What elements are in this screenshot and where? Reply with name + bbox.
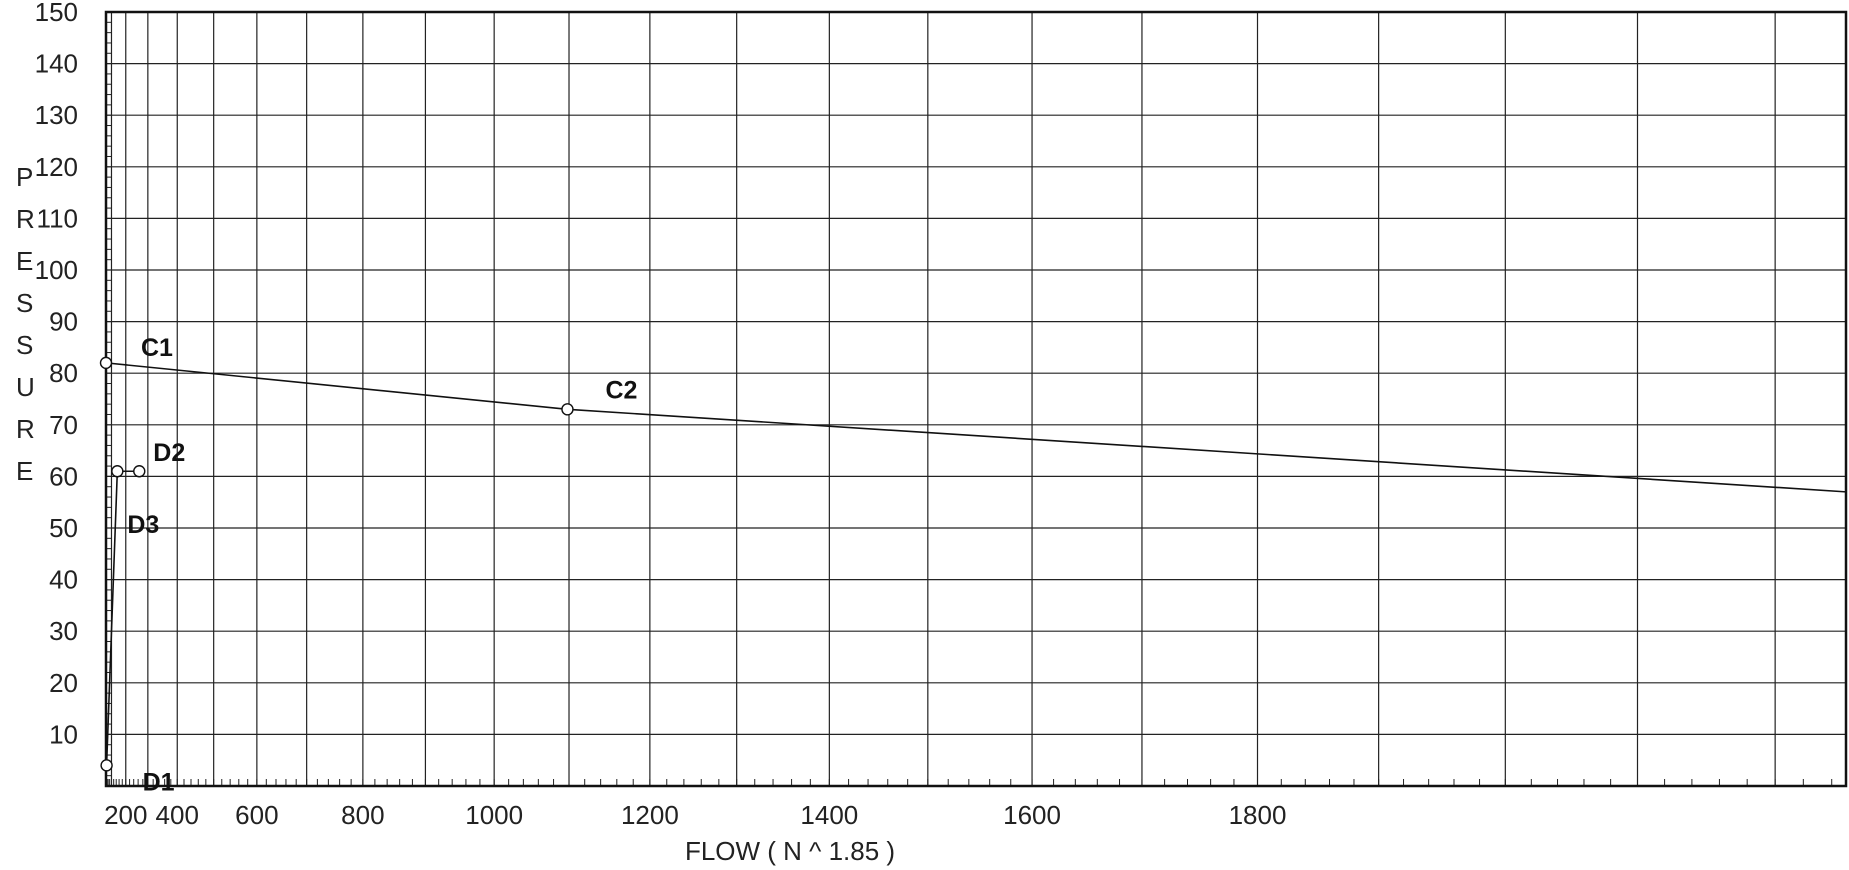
series-line (105, 362, 1847, 493)
minor-ticks (105, 21, 1833, 786)
point-label-c1: C1 (141, 334, 173, 362)
y-tick-label: 150 (35, 0, 78, 27)
point-label-d2: D2 (153, 439, 185, 467)
point-label-d3: D3 (127, 511, 159, 539)
x-tick-label: 600 (235, 800, 278, 830)
y-tick-label: 90 (49, 307, 78, 337)
x-tick-label: 1400 (800, 800, 858, 830)
y-axis-label-letter: S (16, 330, 33, 360)
data-point-c1 (99, 356, 113, 370)
y-tick-label: 40 (49, 565, 78, 595)
x-tick-label: 200 (104, 800, 147, 830)
x-tick-label: 1200 (621, 800, 679, 830)
y-tick-label: 30 (49, 616, 78, 646)
y-tick-label: 140 (35, 49, 78, 79)
y-tick-label: 50 (49, 513, 78, 543)
y-axis-label-letter: E (16, 456, 33, 486)
y-tick-labels: 10 20 30 40 50 60 70 80 90 100 110 120 130 140 150 (35, 0, 78, 749)
plot-frame (104, 10, 1848, 788)
point-label-d1: D1 (143, 768, 175, 796)
point-labels: C1 C2 D1 D3 D2 (127, 334, 637, 796)
data-point-c2 (561, 403, 574, 416)
y-tick-label: 130 (35, 100, 78, 130)
x-axis-label: FLOW ( N ^ 1.85 ) (685, 836, 895, 866)
y-axis-label-letter: P (16, 162, 33, 192)
y-tick-label: 110 (37, 203, 78, 233)
y-tick-label: 10 (49, 719, 78, 749)
y-tick-label: 120 (35, 152, 78, 182)
x-tick-label: 800 (341, 800, 384, 830)
data-point-d2 (133, 465, 146, 478)
x-tick-labels: 200 400 600 800 1000 1200 1400 1600 1800 (104, 800, 1286, 830)
x-tick-label: 1800 (1229, 800, 1287, 830)
data-point-d1 (100, 759, 113, 772)
y-tick-label: 20 (49, 668, 78, 698)
y-tick-label: 80 (49, 358, 78, 388)
y-axis-label-letter: E (16, 246, 33, 276)
grid-lines (106, 11, 1846, 786)
data-point-d3 (111, 465, 124, 478)
y-tick-label: 60 (49, 461, 78, 491)
y-axis-label-letter: U (16, 372, 35, 402)
y-tick-label: 100 (35, 255, 78, 285)
y-tick-label: 70 (49, 410, 78, 440)
y-axis-label-letter: R (16, 204, 35, 234)
x-tick-label: 400 (156, 800, 199, 830)
x-tick-label: 1000 (465, 800, 523, 830)
y-axis-label-letter: R (16, 414, 35, 444)
point-label-c2: C2 (605, 376, 637, 404)
y-axis-label-letter: S (16, 288, 33, 318)
data-points (99, 356, 574, 772)
x-tick-label: 1600 (1003, 800, 1061, 830)
series-lines (105, 362, 1847, 766)
